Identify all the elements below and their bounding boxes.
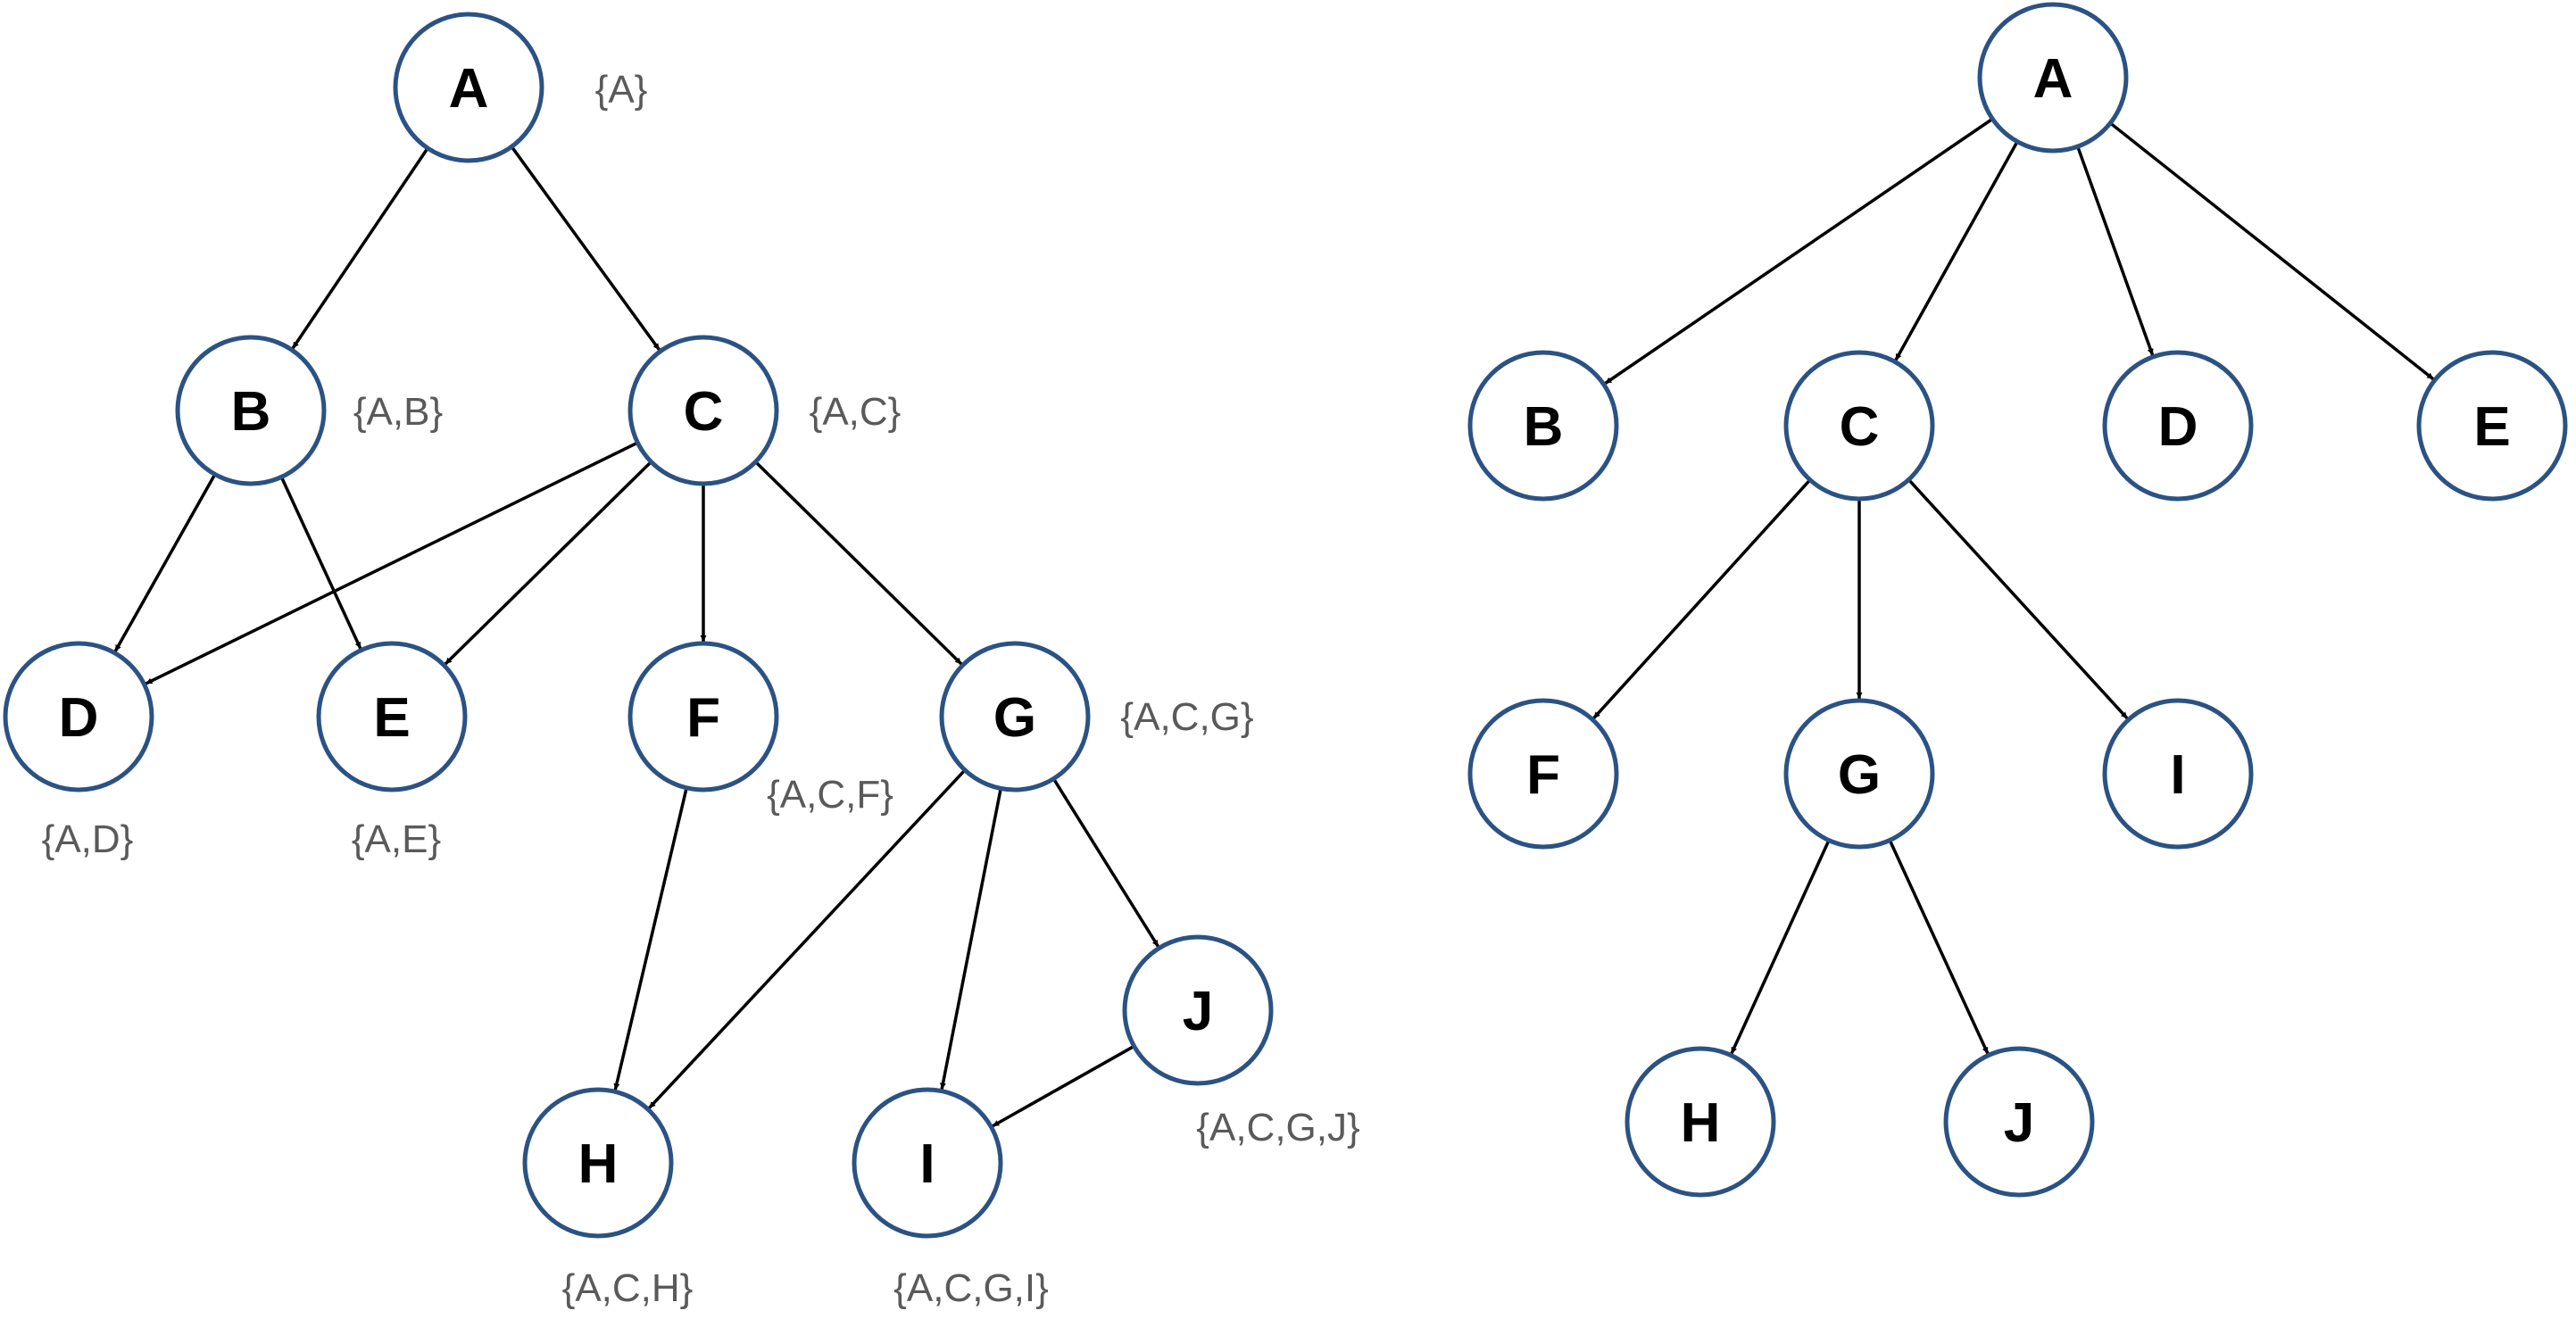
right-node-circle bbox=[2102, 698, 2254, 850]
right-graph-dominator-tree: A B C D E F G I H J bbox=[1467, 2, 2568, 1198]
right-node-label: F bbox=[1526, 744, 1560, 806]
dominator-set-a: {A} bbox=[595, 68, 648, 112]
left-node-circle bbox=[627, 641, 779, 792]
right-graph-nodes: A B C D E F G I H J bbox=[1467, 2, 2568, 1198]
left-graph-nodes: A B C D E F G H I J bbox=[3, 12, 1274, 1239]
left-node-circle bbox=[393, 12, 544, 163]
left-node-label: I bbox=[919, 1133, 935, 1195]
left-edge-g-j bbox=[1051, 777, 1160, 948]
dominator-set-f: {A,C,F} bbox=[767, 773, 893, 817]
dominator-set-h: {A,C,H} bbox=[562, 1266, 694, 1310]
right-node-circle bbox=[2416, 350, 2568, 502]
right-node-label: C bbox=[1840, 396, 1880, 458]
left-edge-f-h bbox=[613, 787, 688, 1091]
right-node-label: A bbox=[2033, 48, 2073, 110]
left-edge-c-e bbox=[444, 460, 652, 666]
right-node-b: B bbox=[1467, 350, 1619, 502]
left-node-label: E bbox=[373, 687, 410, 749]
left-node-label: D bbox=[59, 687, 99, 749]
right-node-circle bbox=[1977, 2, 2129, 153]
left-node-label: J bbox=[1183, 981, 1213, 1042]
right-graph-edges bbox=[1592, 117, 2435, 1055]
dominator-set-c: {A,C} bbox=[810, 390, 902, 434]
left-node-label: A bbox=[449, 58, 489, 120]
right-node-label: I bbox=[2170, 744, 2185, 806]
left-node-b: B bbox=[175, 335, 327, 486]
left-node-label: F bbox=[686, 687, 720, 749]
left-node-h: H bbox=[522, 1087, 674, 1239]
left-node-circle bbox=[1122, 934, 1274, 1086]
right-node-i: I bbox=[2102, 698, 2254, 850]
right-node-label: J bbox=[2004, 1092, 2034, 1154]
left-node-label: G bbox=[993, 687, 1036, 749]
left-node-f: F bbox=[627, 641, 779, 792]
left-node-label: H bbox=[578, 1133, 619, 1195]
left-graph-dominator-sets: {A} {A,B} {A,C} {A,D} {A,E} {A,C,F} {A,C,G} {A,… bbox=[42, 68, 1360, 1310]
left-edge-b-e bbox=[279, 476, 362, 650]
right-node-d: D bbox=[2102, 350, 2254, 502]
dominator-set-j: {A,C,G,J} bbox=[1196, 1106, 1359, 1149]
right-node-circle bbox=[2102, 350, 2254, 502]
right-edge-g-j bbox=[1888, 839, 1990, 1055]
right-node-circle bbox=[1625, 1046, 1776, 1198]
right-node-circle bbox=[1783, 350, 1935, 502]
right-node-label: D bbox=[2158, 396, 2198, 458]
right-node-label: G bbox=[1838, 744, 1881, 806]
left-node-circle bbox=[852, 1087, 1003, 1239]
left-node-circle bbox=[522, 1087, 674, 1239]
right-node-a: A bbox=[1977, 2, 2129, 153]
dominator-set-e: {A,E} bbox=[352, 817, 441, 861]
right-node-h: H bbox=[1625, 1046, 1776, 1198]
left-node-circle bbox=[627, 335, 779, 486]
dominator-set-i: {A,C,G,I} bbox=[893, 1266, 1049, 1310]
right-edge-a-d bbox=[2076, 145, 2155, 356]
left-graph-edges bbox=[113, 145, 1160, 1128]
left-node-g: G bbox=[939, 641, 1091, 792]
left-node-d: D bbox=[3, 641, 154, 792]
right-node-circle bbox=[1943, 1046, 2095, 1198]
right-node-circle bbox=[1467, 698, 1619, 850]
right-node-label: E bbox=[2473, 396, 2510, 458]
left-edge-c-g bbox=[754, 460, 963, 666]
right-node-label: H bbox=[1681, 1092, 1721, 1154]
right-node-g: G bbox=[1783, 698, 1935, 850]
right-node-j: J bbox=[1943, 1046, 2095, 1198]
right-edge-a-e bbox=[2109, 121, 2435, 381]
left-node-i: I bbox=[852, 1087, 1003, 1239]
right-node-c: C bbox=[1783, 350, 1935, 502]
left-node-e: E bbox=[316, 641, 468, 792]
dominator-set-g: {A,C,G} bbox=[1120, 695, 1253, 739]
left-node-j: J bbox=[1122, 934, 1274, 1086]
right-node-e: E bbox=[2416, 350, 2568, 502]
left-node-circle bbox=[316, 641, 468, 792]
left-edge-g-i bbox=[940, 788, 1002, 1090]
right-edge-a-c bbox=[1894, 140, 2019, 361]
left-edge-a-b bbox=[291, 147, 429, 350]
left-edge-g-h bbox=[648, 768, 967, 1109]
left-node-c: C bbox=[627, 335, 779, 486]
left-node-a: A bbox=[393, 12, 544, 163]
left-edge-j-i bbox=[992, 1044, 1135, 1128]
dominator-set-d: {A,D} bbox=[42, 817, 134, 861]
right-edge-c-f bbox=[1592, 478, 1812, 719]
right-edge-c-i bbox=[1907, 478, 2129, 720]
right-node-label: B bbox=[1524, 396, 1564, 458]
left-node-label: B bbox=[231, 381, 271, 443]
right-node-circle bbox=[1467, 350, 1619, 502]
left-node-circle bbox=[939, 641, 1091, 792]
left-node-label: C bbox=[684, 381, 724, 443]
right-node-f: F bbox=[1467, 698, 1619, 850]
left-graph-with-dominator-sets: A B C D E F G H I J {A} {A,B} {A,C} {A,D} {A,E} {A,C,F… bbox=[3, 12, 1360, 1310]
right-edge-g-h bbox=[1730, 839, 1831, 1055]
left-edge-c-d bbox=[145, 441, 639, 685]
left-edge-b-d bbox=[113, 473, 217, 652]
right-node-circle bbox=[1783, 698, 1935, 850]
dominator-set-b: {A,B} bbox=[353, 390, 443, 434]
left-node-circle bbox=[175, 335, 327, 486]
left-node-circle bbox=[3, 641, 154, 792]
left-edge-a-c bbox=[510, 145, 661, 352]
right-edge-a-b bbox=[1604, 117, 1994, 386]
